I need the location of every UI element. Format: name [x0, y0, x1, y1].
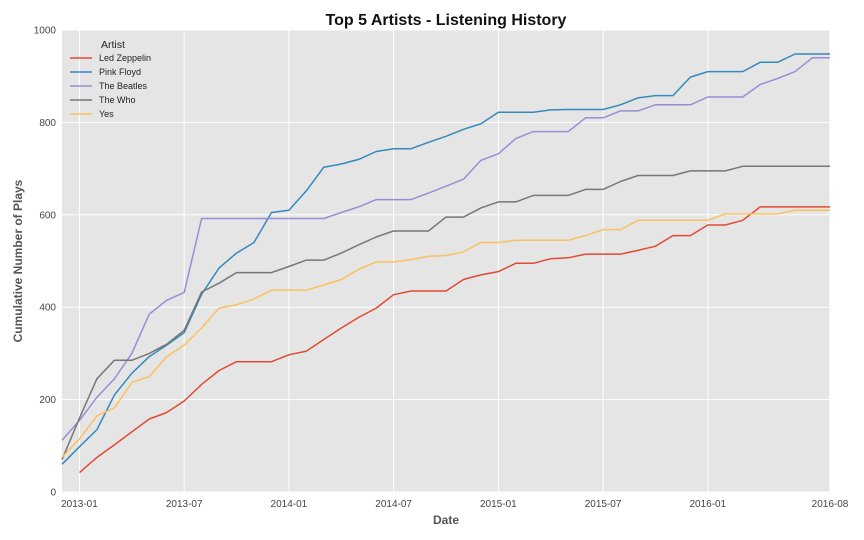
y-tick-label: 0	[50, 488, 56, 499]
x-tick-label: 2014-01	[271, 499, 308, 510]
y-tick-label: 400	[39, 303, 56, 314]
y-axis-label: Cumulative Number of Plays	[11, 179, 25, 342]
legend-entry-label: Pink Floyd	[99, 67, 141, 77]
series-line-4	[61, 209, 830, 458]
y-tick-label: 600	[39, 210, 56, 221]
legend-entry-label: Led Zeppelin	[99, 53, 151, 63]
y-tick-label: 1000	[34, 26, 57, 37]
y-tick-label: 800	[39, 118, 56, 129]
legend: Artist Led Zeppelin Pink Floyd The Beatles…	[70, 39, 151, 119]
series-line-2	[61, 56, 830, 441]
plot-background	[62, 30, 830, 492]
x-tick-label: 2014-07	[375, 499, 412, 510]
legend-entry-label: The Beatles	[99, 81, 148, 91]
series-lines	[61, 53, 830, 474]
x-axis-ticks: 2013-01 2013-07 2014-01 2014-07 2015-01 2015-…	[61, 499, 849, 510]
x-tick-label: 2016-01	[689, 499, 726, 510]
x-tick-label: 2013-07	[166, 499, 203, 510]
chart-title: Top 5 Artists - Listening History	[326, 12, 567, 29]
x-tick-label: 2013-01	[61, 499, 98, 510]
grid-lines	[62, 29, 831, 493]
x-tick-label: 2015-01	[480, 499, 517, 510]
series-line-0	[79, 206, 830, 474]
legend-title: Artist	[101, 39, 125, 51]
series-line-1	[61, 53, 830, 465]
y-axis-ticks: 0 200 400 600 800 1000	[34, 26, 57, 499]
legend-entry-label: Yes	[99, 109, 114, 119]
series-line-3	[61, 165, 830, 460]
legend-entry-label: The Who	[99, 95, 136, 105]
x-tick-label: 2015-07	[585, 499, 622, 510]
x-tick-label: 2016-08	[812, 499, 849, 510]
x-axis-label: Date	[433, 513, 459, 527]
y-tick-label: 200	[39, 395, 56, 406]
